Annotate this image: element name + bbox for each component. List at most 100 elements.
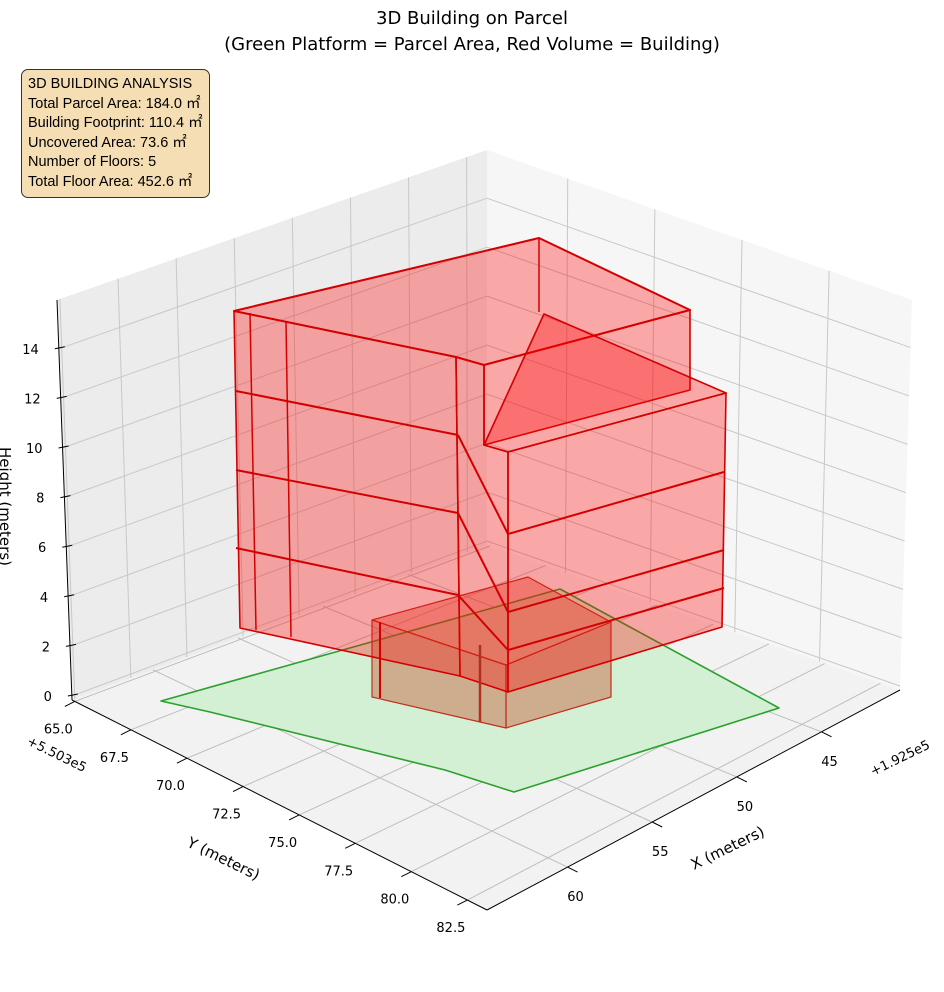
- info-line: Number of Floors: 5: [28, 154, 157, 170]
- z-tick-label: 6: [38, 541, 46, 556]
- tick-labels: 0 2 4 6 8 10 12 14 65.0 67.5 70.0 72.5 75.0 77.5 80.0 8…: [22, 343, 838, 936]
- grid-line-z: [486, 393, 905, 542]
- x-tick-mark: [651, 821, 663, 828]
- parcel-platform: [160, 588, 780, 793]
- chart-subtitle: (Green Platform = Parcel Area, Red Volum…: [224, 34, 720, 55]
- x-axis-line: [486, 689, 901, 911]
- y-tick-mark: [457, 899, 468, 906]
- lower-block-side: [505, 621, 612, 729]
- grid-line-z: [62, 295, 488, 449]
- grid-line-y: [467, 682, 881, 901]
- y-tick-mark: [232, 786, 244, 793]
- z-tick-mark: [58, 445, 69, 449]
- z-tick-label: 4: [40, 591, 48, 606]
- y-tick-label: 67.5: [100, 751, 129, 766]
- x-tick-mark: [736, 776, 748, 783]
- y-tick-label: 70.0: [156, 779, 185, 794]
- y-tick-label: 77.5: [324, 864, 353, 879]
- z-tick-label: 0: [44, 690, 52, 705]
- y-tick-mark: [64, 700, 76, 707]
- z-tick-mark: [67, 693, 78, 697]
- grid-line-y: [74, 545, 490, 702]
- parcel-polygon: [160, 588, 780, 793]
- grid-line-z: [486, 344, 907, 494]
- floor-line: [507, 471, 725, 535]
- z-tick-label: 2: [42, 640, 50, 655]
- y-tick-label: 80.0: [380, 893, 409, 908]
- z-tick-mark: [62, 544, 73, 548]
- y-tick-mark: [120, 729, 132, 736]
- x-tick-mark: [821, 731, 832, 738]
- grid-line-z: [486, 540, 901, 687]
- y-axis-label: Y (meters): [183, 833, 262, 884]
- floor-line: [235, 469, 459, 514]
- grid-line-x-wall: [818, 270, 830, 662]
- building-left-face: [233, 310, 461, 677]
- y-tick-mark: [288, 814, 300, 821]
- y-tick-mark: [401, 871, 412, 878]
- grid-line-z: [486, 246, 910, 397]
- z-axis-line: [56, 299, 73, 701]
- grid-line-y-wall: [59, 298, 76, 699]
- floor-line: [457, 594, 509, 651]
- y-tick-label: 72.5: [212, 808, 241, 823]
- column-line: [285, 321, 292, 638]
- x-tick-label: 60: [567, 890, 584, 905]
- grid-line-z: [486, 491, 902, 639]
- grid-line-z: [64, 344, 488, 499]
- grid-line-y-wall: [408, 177, 412, 574]
- x-tick-label: 45: [821, 755, 838, 770]
- y-offset-label: +5.503e5: [24, 734, 88, 776]
- y-axis-line: [71, 699, 488, 911]
- floor-line: [457, 434, 509, 535]
- info-heading: 3D BUILDING ANALYSIS: [28, 76, 193, 92]
- z-axis-label: Height (meters): [0, 447, 14, 566]
- y-tick-label: 65.0: [44, 722, 73, 737]
- chart-title-block: 3D Building on Parcel (Green Platform = …: [0, 6, 944, 58]
- axis-lines: [54, 299, 901, 911]
- grid-line-x-wall: [649, 209, 656, 603]
- grid-line-y-wall: [117, 278, 132, 679]
- grid-line-x-wall: [564, 178, 569, 573]
- z-tick-mark: [60, 495, 71, 499]
- grid-line-z: [60, 246, 488, 399]
- grid-line-z: [71, 540, 488, 697]
- floor-line: [507, 549, 725, 613]
- floor-line: [507, 587, 725, 651]
- y-tick-label: 82.5: [436, 921, 465, 936]
- z-tick-mark: [56, 395, 67, 399]
- z-tick-label: 14: [22, 343, 39, 358]
- info-line: Total Floor Area: 452.6 ㎡: [28, 173, 193, 190]
- grid-line-z: [58, 197, 488, 350]
- x-axis-label: X (meters): [688, 822, 768, 873]
- floor-line: [235, 390, 459, 436]
- z-tick-mark: [65, 643, 77, 647]
- grid-line-y-wall: [291, 217, 300, 616]
- y-tick-label: 75.0: [268, 836, 297, 851]
- x-tick-mark: [567, 866, 578, 873]
- z-tick-label: 10: [26, 442, 43, 457]
- building-volume: [233, 237, 727, 729]
- info-line: Building Footprint: 110.4 ㎡: [28, 115, 203, 131]
- grid-line-z: [486, 197, 911, 349]
- x-tick-label: 50: [737, 800, 754, 815]
- floor-line: [235, 547, 459, 596]
- y-tick-mark: [344, 842, 356, 849]
- grid-line-y-wall: [175, 258, 188, 658]
- grid-line-y-wall: [349, 197, 356, 595]
- z-tick-mark: [54, 346, 65, 350]
- y-tick-mark: [176, 757, 188, 764]
- info-line: Total Parcel Area: 184.0 ㎡: [28, 95, 201, 112]
- grid-line-z: [486, 295, 908, 445]
- grid-line-x-wall: [734, 239, 743, 633]
- grid-line-y-wall: [466, 157, 468, 553]
- z-tick-mark: [64, 594, 75, 598]
- analysis-info-box: 3D BUILDING ANALYSIS Total Parcel Area: …: [21, 69, 210, 198]
- x-offset-label: +1.925e5: [868, 738, 932, 780]
- z-tick-label: 12: [24, 392, 41, 407]
- z-tick-label: 8: [36, 492, 44, 507]
- left-pane: [57, 150, 487, 700]
- floor-line: [457, 512, 509, 613]
- column-line: [249, 312, 257, 631]
